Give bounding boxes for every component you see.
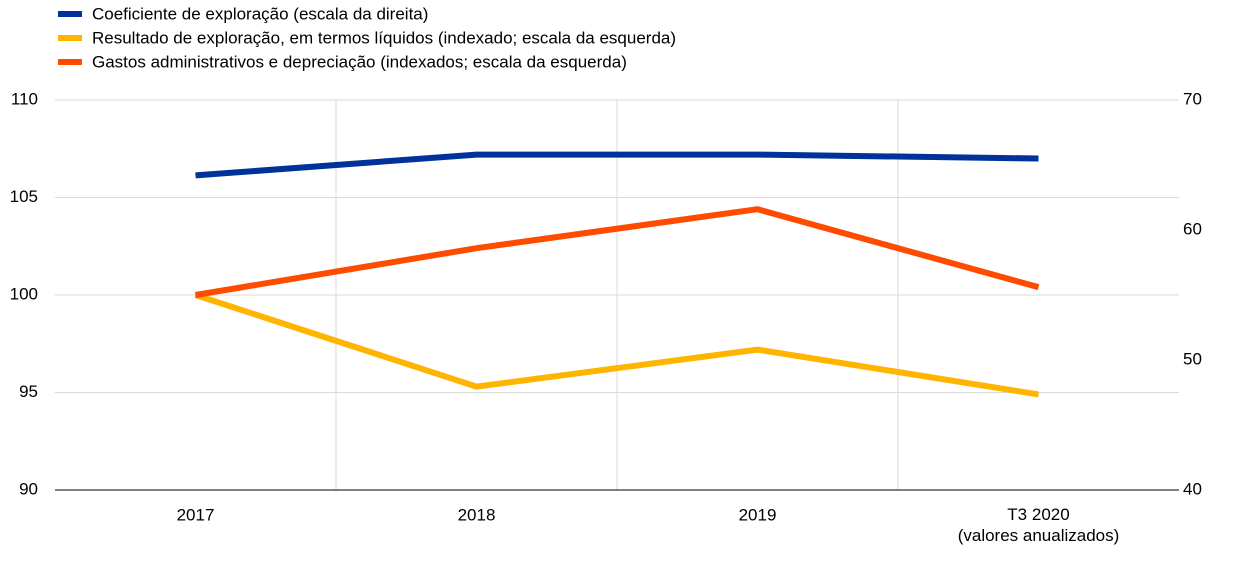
y-tick-label: 110 (11, 89, 38, 108)
x-tick-label: 2019 (739, 505, 777, 524)
y2-tick-label: 50 (1183, 349, 1202, 368)
legend-swatch (58, 35, 82, 41)
y2-tick-label: 40 (1183, 479, 1202, 498)
series-line (195, 206, 1040, 298)
legend-swatch (58, 59, 82, 65)
y2-tick-label: 70 (1183, 89, 1202, 108)
legend-label: Coeficiente de exploração (escala da dir… (92, 4, 428, 23)
y-tick-label: 90 (19, 479, 38, 498)
legend-swatch (58, 11, 82, 17)
legend-label: Resultado de exploração, em termos líqui… (92, 28, 676, 47)
x-tick-label: 2018 (458, 505, 496, 524)
legend-label: Gastos administrativos e depreciação (in… (92, 52, 627, 71)
x-tick-label: T3 2020 (valores anualizados) (958, 505, 1120, 545)
y2-tick-label: 60 (1183, 219, 1202, 238)
y-tick-label: 95 (19, 382, 38, 401)
y-tick-label: 105 (10, 187, 38, 206)
series-line (195, 151, 1039, 179)
series-line (194, 292, 1039, 398)
x-tick-label: 2017 (177, 505, 215, 524)
y-tick-label: 100 (10, 284, 38, 303)
